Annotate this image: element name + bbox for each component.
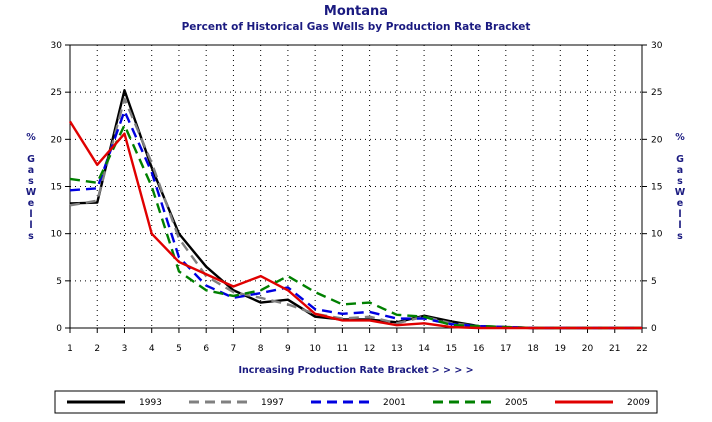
y-tick-label-left: 10 (51, 230, 63, 240)
y-axis-label-char: G (27, 154, 35, 165)
x-tick-label: 1 (67, 344, 73, 354)
x-tick-label: 20 (582, 344, 594, 354)
x-tick-label: 16 (473, 344, 485, 354)
x-tick-label: 3 (122, 344, 128, 354)
series-line-1997 (69, 97, 642, 330)
x-tick-label: 6 (203, 344, 209, 354)
x-tick-label: 11 (337, 344, 348, 354)
x-tick-label: 21 (609, 344, 620, 354)
x-tick-label: 14 (418, 344, 430, 354)
y-axis-label-char: s (28, 176, 34, 187)
y-tick-label-left: 20 (51, 135, 63, 145)
y-axis-label-char: W (675, 187, 686, 198)
x-tick-label: 2 (94, 344, 100, 354)
chart-subtitle: Percent of Historical Gas Wells by Produ… (182, 21, 531, 33)
x-tick-label: 13 (391, 344, 402, 354)
y-tick-label-right: 5 (651, 277, 657, 287)
series-line-1993 (69, 89, 642, 330)
y-tick-label-right: 25 (651, 88, 662, 98)
y-axis-label-char: % (26, 132, 36, 143)
y-axis-label-char: s (677, 176, 683, 187)
legend-label-2005: 2005 (505, 398, 528, 408)
y-axis-label-char: s (28, 231, 34, 242)
y-tick-label-left: 30 (51, 41, 63, 51)
chart-title: Montana (324, 4, 388, 19)
y-axis-label-char: a (677, 165, 683, 176)
y-axis-label-char: l (29, 209, 32, 220)
y-tick-label-right: 20 (651, 135, 663, 145)
y-axis-label-char: s (677, 231, 683, 242)
legend: 1993 1997 2001 2005 2009 (54, 390, 658, 414)
x-tick-label: 18 (527, 344, 539, 354)
y-tick-label-left: 25 (51, 88, 62, 98)
legend-label-1997: 1997 (261, 398, 284, 408)
series-line-2005 (69, 123, 642, 330)
x-tick-label: 10 (309, 344, 321, 354)
legend-box (54, 390, 658, 414)
y-axis-label-char: W (26, 187, 37, 198)
x-tick-label: 19 (555, 344, 567, 354)
x-tick-label: 12 (364, 344, 375, 354)
x-tick-label: 9 (285, 344, 291, 354)
y-axis-label-char: l (678, 209, 681, 220)
legend-label-1993: 1993 (139, 398, 162, 408)
y-tick-label-right: 10 (651, 230, 663, 240)
y-tick-label-right: 0 (651, 324, 657, 334)
y-axis-label-char: % (675, 132, 685, 143)
y-tick-label-left: 15 (51, 183, 62, 193)
x-axis-label: Increasing Production Rate Bracket > > >… (238, 365, 473, 376)
y-tick-label-right: 15 (651, 183, 662, 193)
x-tick-label: 15 (446, 344, 457, 354)
x-tick-label: 4 (149, 344, 155, 354)
series-line-2009 (68, 120, 642, 330)
y-axis-label-char: G (676, 154, 684, 165)
x-tick-label: 22 (636, 344, 647, 354)
y-axis-label-char: l (29, 220, 32, 231)
y-tick-label-right: 30 (651, 41, 663, 51)
x-tick-label: 8 (258, 344, 264, 354)
y-tick-label-left: 5 (56, 277, 62, 287)
legend-label-2001: 2001 (383, 398, 406, 408)
series-line-2001 (69, 109, 642, 330)
y-axis-label-char: e (28, 198, 34, 209)
x-tick-label: 7 (231, 344, 237, 354)
y-axis-label-char: e (677, 198, 683, 209)
y-axis-label-char: a (28, 165, 34, 176)
x-tick-label: 5 (176, 344, 182, 354)
x-tick-label: 17 (500, 344, 511, 354)
y-axis-label-char: l (678, 220, 681, 231)
legend-label-2009: 2009 (627, 398, 650, 408)
y-tick-label-left: 0 (56, 324, 62, 334)
